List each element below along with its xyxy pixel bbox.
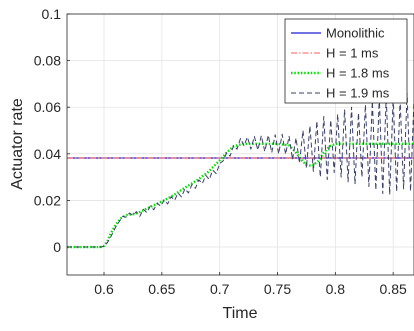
x-tick-label: 0.65 [148, 281, 175, 297]
x-tick-label: 0.75 [264, 281, 291, 297]
series-lines [67, 92, 414, 249]
series-line-4 [67, 92, 414, 248]
legend-label-3: H = 1.8 ms [326, 66, 390, 81]
y-tick-label: 0.08 [34, 53, 61, 69]
axis-ticks: 0.6 0.65 0.7 0.75 0.8 0.85 0 0.02 0.04 0.06 0.08 0.… [34, 6, 407, 297]
x-tick-label: 0.7 [210, 281, 230, 297]
legend: Monolithic H = 1 ms H = 1.8 ms H = 1.9 ms [284, 18, 408, 104]
x-tick-label: 0.6 [94, 281, 114, 297]
x-axis-title: Time [223, 305, 258, 322]
y-tick-label: 0.02 [34, 192, 61, 208]
plot-border [66, 13, 414, 276]
x-tick-label: 0.85 [380, 281, 407, 297]
legend-label-1: Monolithic [326, 26, 385, 41]
y-tick-label: 0 [53, 239, 61, 255]
y-tick-label: 0.04 [34, 146, 61, 162]
x-tick-label: 0.8 [326, 281, 346, 297]
y-axis-title: Actuator rate [9, 98, 26, 190]
legend-label-4: H = 1.9 ms [326, 86, 390, 101]
y-tick-label: 0.1 [42, 6, 62, 22]
y-tick-label: 0.06 [34, 99, 61, 115]
legend-label-2: H = 1 ms [326, 46, 379, 61]
